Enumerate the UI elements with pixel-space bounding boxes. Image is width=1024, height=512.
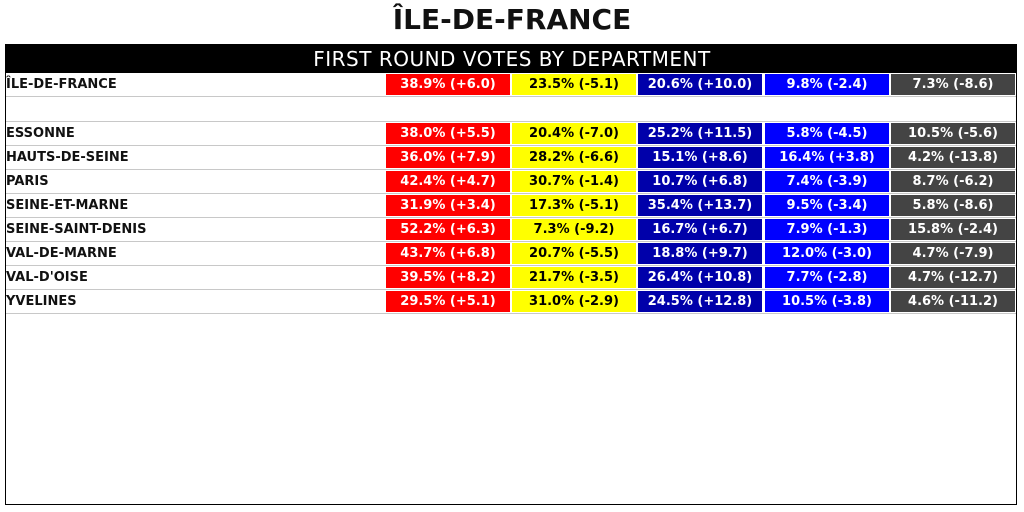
vote-cell-col3: 20.6% (+10.0): [638, 74, 762, 95]
vote-cell-col1: 52.2% (+6.3): [386, 219, 510, 240]
table-row: SEINE-SAINT-DENIS 52.2% (+6.3) 7.3% (-9.2)…: [6, 218, 1016, 242]
vote-cell-col1: 29.5% (+5.1): [386, 291, 510, 312]
vote-cell-col4: 7.4% (-3.9): [765, 171, 889, 192]
vote-cell-col4: 5.8% (-4.5): [765, 123, 889, 144]
vote-cell-col2: 20.4% (-7.0): [512, 123, 636, 144]
table-row: PARIS 42.4% (+4.7) 30.7% (-1.4) 10.7% (+6.8…: [6, 170, 1016, 194]
vote-cell-col5: 4.7% (-12.7): [891, 267, 1015, 288]
row-label: YVELINES: [6, 294, 77, 309]
summary-row: ÎLE-DE-FRANCE 38.9% (+6.0) 23.5% (-5.1) …: [6, 73, 1016, 97]
row-label: VAL-DE-MARNE: [6, 246, 117, 261]
vote-cell-col1: 38.0% (+5.5): [386, 123, 510, 144]
row-label: PARIS: [6, 174, 49, 189]
vote-cell-col2: 17.3% (-5.1): [512, 195, 636, 216]
vote-cell-col4: 7.7% (-2.8): [765, 267, 889, 288]
table-row: VAL-DE-MARNE 43.7% (+6.8) 20.7% (-5.5) 18.8…: [6, 242, 1016, 266]
vote-cell-col5: 15.8% (-2.4): [891, 219, 1015, 240]
table-row: SEINE-ET-MARNE 31.9% (+3.4) 17.3% (-5.1) 35…: [6, 194, 1016, 218]
vote-cell-col3: 15.1% (+8.6): [638, 147, 762, 168]
vote-cell-col4: 16.4% (+3.8): [765, 147, 889, 168]
row-label: ÎLE-DE-FRANCE: [6, 77, 117, 92]
vote-cell-col1: 42.4% (+4.7): [386, 171, 510, 192]
table-row: YVELINES 29.5% (+5.1) 31.0% (-2.9) 24.5% (+…: [6, 290, 1016, 314]
row-label: SEINE-ET-MARNE: [6, 198, 129, 213]
page-title: ÎLE-DE-FRANCE: [392, 3, 632, 36]
vote-cell-col4: 7.9% (-1.3): [765, 219, 889, 240]
vote-cell-col1: 36.0% (+7.9): [386, 147, 510, 168]
vote-cell-col4: 9.5% (-3.4): [765, 195, 889, 216]
vote-cell-col2: 28.2% (-6.6): [512, 147, 636, 168]
vote-cell-col5: 8.7% (-6.2): [891, 171, 1015, 192]
vote-cell-col2: 30.7% (-1.4): [512, 171, 636, 192]
table-row: VAL-D'OISE 39.5% (+8.2) 21.7% (-3.5) 26.4% …: [6, 266, 1016, 290]
vote-cell-col3: 10.7% (+6.8): [638, 171, 762, 192]
vote-cell-col5: 4.6% (-11.2): [891, 291, 1015, 312]
row-label: SEINE-SAINT-DENIS: [6, 222, 147, 237]
vote-cell-col5: 10.5% (-5.6): [891, 123, 1015, 144]
vote-cell-col2: 31.0% (-2.9): [512, 291, 636, 312]
row-label: ESSONNE: [6, 126, 75, 141]
vote-cell-col4: 10.5% (-3.8): [765, 291, 889, 312]
vote-cell-col2: 23.5% (-5.1): [512, 74, 636, 95]
vote-cell-col5: 4.2% (-13.8): [891, 147, 1015, 168]
vote-cell-col1: 39.5% (+8.2): [386, 267, 510, 288]
vote-cell-col4: 12.0% (-3.0): [765, 243, 889, 264]
row-divider: [6, 98, 1016, 122]
vote-cell-col3: 25.2% (+11.5): [638, 123, 762, 144]
vote-cell-col1: 43.7% (+6.8): [386, 243, 510, 264]
vote-cell-col5: 5.8% (-8.6): [891, 195, 1015, 216]
vote-cell-col1: 38.9% (+6.0): [386, 74, 510, 95]
vote-cell-col3: 24.5% (+12.8): [638, 291, 762, 312]
table-header: FIRST ROUND VOTES BY DEPARTMENT: [6, 45, 1016, 73]
vote-cell-col2: 7.3% (-9.2): [512, 219, 636, 240]
row-label: HAUTS-DE-SEINE: [6, 150, 129, 165]
vote-cell-col5: 7.3% (-8.6): [891, 74, 1015, 95]
vote-cell-col3: 16.7% (+6.7): [638, 219, 762, 240]
table-row: HAUTS-DE-SEINE 36.0% (+7.9) 28.2% (-6.6) 15…: [6, 146, 1016, 170]
vote-cell-col2: 20.7% (-5.5): [512, 243, 636, 264]
vote-cell-col3: 18.8% (+9.7): [638, 243, 762, 264]
vote-cell-col5: 4.7% (-7.9): [891, 243, 1015, 264]
vote-cell-col4: 9.8% (-2.4): [765, 74, 889, 95]
vote-cell-col1: 31.9% (+3.4): [386, 195, 510, 216]
results-table: FIRST ROUND VOTES BY DEPARTMENT ÎLE-DE-F…: [5, 44, 1017, 505]
table-row: ESSONNE 38.0% (+5.5) 20.4% (-7.0) 25.2% (+1…: [6, 122, 1016, 146]
row-label: VAL-D'OISE: [6, 270, 88, 285]
vote-cell-col3: 35.4% (+13.7): [638, 195, 762, 216]
vote-cell-col3: 26.4% (+10.8): [638, 267, 762, 288]
vote-cell-col2: 21.7% (-3.5): [512, 267, 636, 288]
